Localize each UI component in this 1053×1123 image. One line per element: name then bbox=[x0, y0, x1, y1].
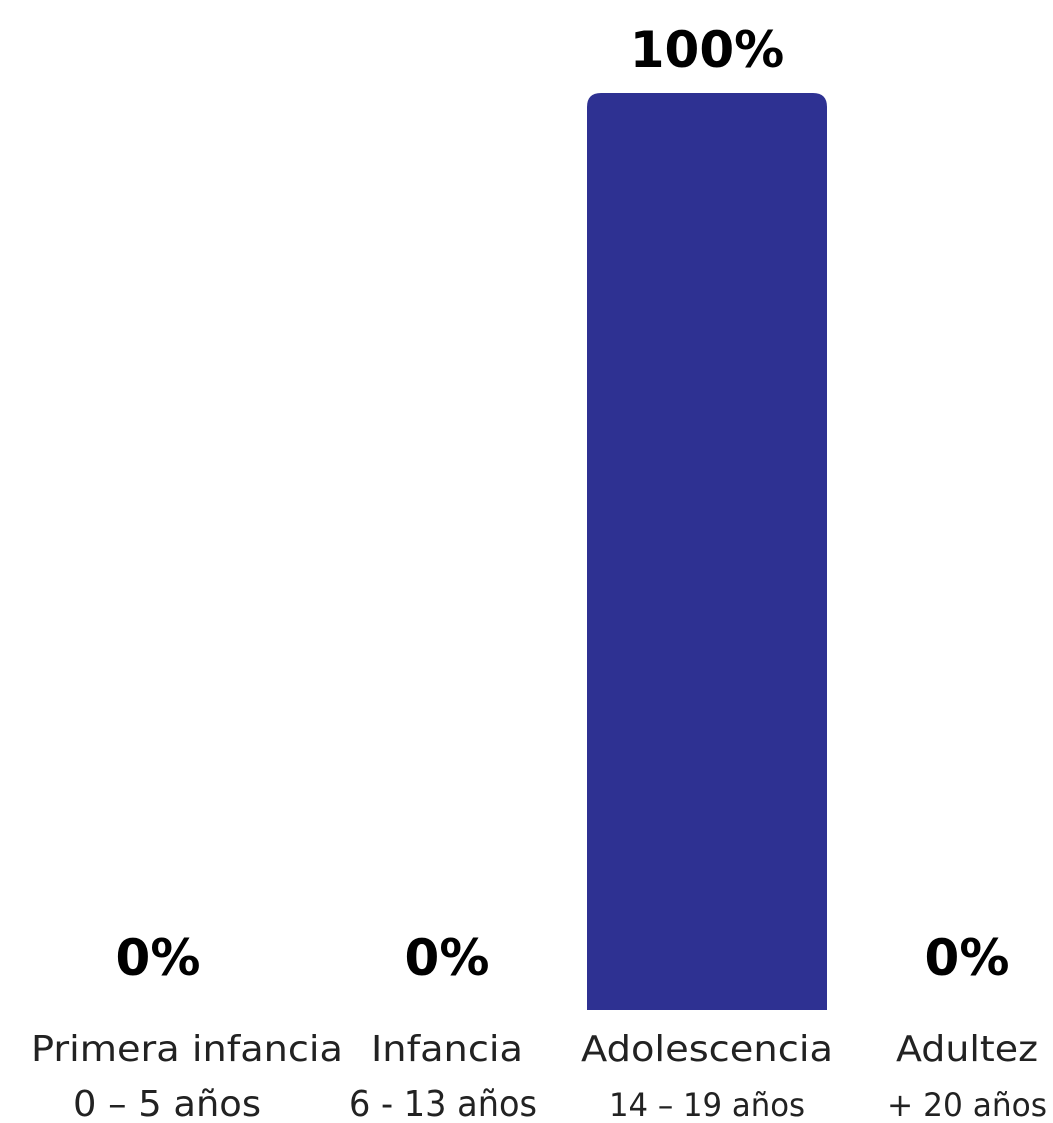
range-label-adolescencia: 14 – 19 años bbox=[609, 1086, 805, 1123]
value-label-primera-infancia: 0% bbox=[116, 929, 201, 987]
range-label-infancia: 6 - 13 años bbox=[349, 1084, 537, 1123]
category-label-adolescencia: Adolescencia bbox=[581, 1029, 833, 1070]
range-label-primera-infancia: 0 – 5 años bbox=[73, 1084, 261, 1123]
category-label-primera-infancia: Primera infancia bbox=[31, 1029, 343, 1070]
value-label-infancia: 0% bbox=[405, 929, 490, 987]
value-label-adolescencia: 100% bbox=[630, 21, 784, 79]
value-label-adultez: 0% bbox=[925, 929, 1010, 987]
bar-adolescencia bbox=[587, 93, 827, 1010]
range-label-adultez: + 20 años bbox=[887, 1086, 1047, 1123]
category-label-infancia: Infancia bbox=[371, 1029, 523, 1070]
category-label-adultez: Adultez bbox=[896, 1029, 1038, 1070]
